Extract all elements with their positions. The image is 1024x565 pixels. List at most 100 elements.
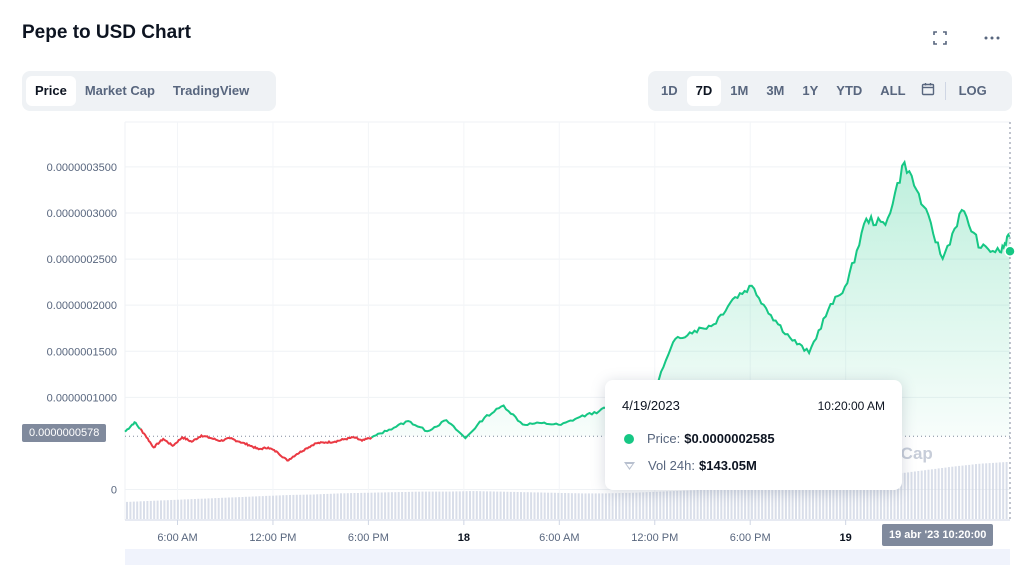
range-divider <box>944 82 946 100</box>
volume-bar <box>771 485 774 519</box>
volume-bar <box>774 485 777 519</box>
volume-bar <box>645 492 648 519</box>
volume-bar <box>180 499 183 519</box>
volume-bar <box>224 497 227 519</box>
y-tick-label: 0.0000001000 <box>47 392 117 404</box>
volume-bar <box>883 475 886 519</box>
volume-bar <box>672 491 675 519</box>
range-1y[interactable]: 1Y <box>802 83 819 98</box>
volume-bar <box>373 492 376 519</box>
volume-bar <box>217 498 220 519</box>
volume-bar <box>1002 462 1005 519</box>
range-ytd[interactable]: YTD <box>836 83 863 98</box>
volume-bar <box>550 492 553 519</box>
volume-bar <box>176 499 179 519</box>
volume-bar <box>251 496 254 519</box>
volume-bar <box>587 493 590 520</box>
fullscreen-icon[interactable] <box>928 26 952 50</box>
volume-bar <box>574 493 577 519</box>
volume-bar <box>244 496 247 519</box>
volume-bar <box>187 499 190 519</box>
tab-tradingview[interactable]: TradingView <box>172 83 250 98</box>
range-1d[interactable]: 1D <box>661 83 678 98</box>
volume-bar <box>560 493 563 519</box>
volume-bar <box>866 476 869 519</box>
volume-bar <box>985 463 988 519</box>
volume-bar <box>143 501 145 519</box>
volume-bar <box>944 467 947 519</box>
volume-bar <box>764 486 767 519</box>
volume-bar <box>757 486 760 519</box>
volume-bar <box>754 486 757 519</box>
price-area-fill <box>371 162 1010 439</box>
volume-bar <box>306 494 308 519</box>
volume-bar <box>289 495 291 519</box>
volume-bar <box>577 493 580 519</box>
volume-bar <box>930 469 933 519</box>
tab-price[interactable]: Price <box>26 76 76 106</box>
range-3m[interactable]: 3M <box>766 83 785 98</box>
log-toggle[interactable]: LOG <box>958 83 987 98</box>
range-1m[interactable]: 1M <box>730 83 749 98</box>
volume-bar <box>975 464 977 519</box>
volume-bar <box>621 493 624 519</box>
volume-bar <box>547 492 550 519</box>
volume-bar <box>455 491 458 519</box>
price-dot-icon <box>624 433 634 444</box>
volume-bar <box>924 470 927 519</box>
price-line-up-start <box>124 421 141 433</box>
volume-bar <box>452 491 454 519</box>
volume-bar <box>312 494 315 519</box>
volume-bar <box>275 495 278 519</box>
volume-bar <box>540 492 543 519</box>
chart-title: Pepe to USD Chart <box>22 22 191 43</box>
volume-bar <box>384 492 387 519</box>
calendar-icon[interactable] <box>915 76 941 106</box>
volume-bar <box>214 498 217 519</box>
volume-bar <box>832 480 835 519</box>
volume-bar <box>336 493 339 519</box>
volume-bar <box>136 501 139 519</box>
y-tick-label: 0.0000002000 <box>47 300 117 312</box>
volume-bar <box>890 474 893 519</box>
volume-bar <box>469 491 471 519</box>
volume-bar <box>227 497 230 519</box>
ellipsis-icon[interactable] <box>980 26 1004 50</box>
volume-bar <box>662 491 665 519</box>
volume-bar <box>326 493 329 519</box>
volume-bar <box>907 472 910 519</box>
range-7d[interactable]: 7D <box>686 76 722 106</box>
range-all[interactable]: ALL <box>880 83 906 98</box>
volume-bar <box>693 490 696 519</box>
price-line-down <box>139 428 373 462</box>
volume-bar <box>703 489 706 519</box>
volume-bar <box>458 491 461 519</box>
volume-bar <box>958 465 961 519</box>
volume-bar <box>655 491 658 519</box>
volume-bar <box>713 489 716 519</box>
volume-bar <box>683 490 685 519</box>
volume-bar <box>812 482 814 519</box>
volume-bar <box>801 482 804 519</box>
volume-bar <box>669 491 672 519</box>
volume-bar <box>193 499 196 519</box>
volume-bar <box>642 492 645 519</box>
volume-bar <box>543 492 546 519</box>
tab-market-cap[interactable]: Market Cap <box>84 83 155 98</box>
volume-bar <box>961 465 964 519</box>
crosshair-time-tag: 19 abr '23 10:20:00 <box>882 524 994 546</box>
volume-bar <box>350 493 353 519</box>
volume-bar <box>1005 462 1008 519</box>
volume-bar <box>448 491 451 519</box>
volume-bar <box>132 501 135 519</box>
volume-bar <box>666 491 668 519</box>
volume-bar <box>506 491 509 519</box>
volume-bar <box>767 485 770 519</box>
volume-bar <box>401 492 404 519</box>
x-tick-label: 18 <box>458 532 470 544</box>
volume-bar <box>808 482 811 519</box>
volume-bar <box>248 496 251 519</box>
volume-bar <box>988 463 991 519</box>
volume-bar <box>859 477 862 519</box>
